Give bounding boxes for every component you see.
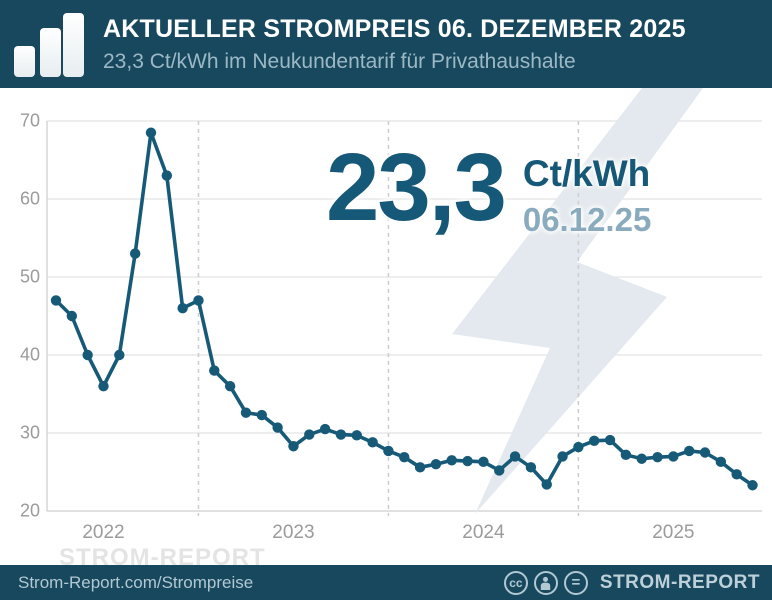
data-point-2023-09[interactable] — [319, 423, 331, 435]
current-price-callout: 23,3 Ct/kWh 06.12.25 — [326, 140, 651, 239]
data-point-2024-06[interactable] — [462, 455, 473, 467]
data-point-2025-06[interactable] — [652, 451, 663, 463]
data-point-2022-07[interactable] — [98, 381, 109, 392]
data-point-2024-01[interactable] — [383, 445, 394, 457]
data-point-2024-11[interactable] — [541, 479, 552, 490]
data-point-2024-02[interactable] — [399, 451, 410, 463]
footer-source-link[interactable]: Strom-Report.com/Strompreise — [18, 572, 254, 592]
data-point-2024-10[interactable] — [525, 462, 537, 473]
data-point-2024-03[interactable] — [414, 462, 426, 473]
data-point-2022-06[interactable] — [82, 349, 93, 361]
data-point-2023-10[interactable] — [335, 429, 347, 440]
current-price-date: 06.12.25 — [522, 200, 652, 238]
data-point-2022-09[interactable] — [129, 248, 141, 259]
data-point-2024-12[interactable] — [557, 451, 568, 462]
data-point-2024-04[interactable] — [430, 459, 442, 470]
data-point-2022-04[interactable] — [50, 295, 62, 306]
footer-brand: STROM-REPORT — [599, 571, 760, 593]
bar-chart-icon-bar — [63, 13, 84, 77]
equal-icon: = — [563, 570, 588, 595]
y-tick-label-30: 30 — [19, 422, 40, 443]
header: AKTUELLER STROMPREIS 06. DEZEMBER 2025 2… — [0, 0, 772, 88]
data-point-2025-01[interactable] — [573, 441, 584, 453]
data-point-2023-07[interactable] — [288, 441, 299, 452]
data-point-2025-09[interactable] — [699, 447, 711, 458]
data-point-2023-11[interactable] — [351, 430, 362, 441]
x-tick-label-2025: 2025 — [652, 522, 695, 543]
data-point-2022-11[interactable] — [161, 170, 173, 181]
data-point-2022-12[interactable] — [177, 303, 188, 314]
y-tick-label-20: 20 — [19, 500, 40, 521]
data-point-2023-04[interactable] — [240, 407, 252, 418]
current-price-unit: Ct/kWh — [522, 153, 651, 194]
page-title: AKTUELLER STROMPREIS 06. DEZEMBER 2025 — [103, 14, 686, 43]
data-point-2023-03[interactable] — [224, 381, 236, 392]
y-tick-label-40: 40 — [19, 344, 40, 365]
data-point-2025-12[interactable] — [747, 480, 758, 491]
bar-chart-icon-bar — [40, 28, 61, 77]
data-point-2023-02[interactable] — [209, 365, 220, 376]
y-tick-label-50: 50 — [19, 266, 40, 287]
data-point-2025-11[interactable] — [731, 469, 742, 480]
data-point-2025-10[interactable] — [715, 456, 727, 468]
bar-chart-icon-bar — [14, 46, 35, 77]
footer: Strom-Report.com/Strompreise cc = STROM-… — [0, 565, 772, 600]
y-tick-label-70: 70 — [19, 110, 40, 131]
watermark-text: STROM-REPORT — [59, 544, 266, 571]
data-point-2023-01[interactable] — [193, 295, 204, 306]
data-point-2025-08[interactable] — [684, 445, 695, 457]
y-tick-label-60: 60 — [19, 188, 40, 209]
data-point-2022-08[interactable] — [114, 349, 125, 361]
x-tick-label-2023: 2023 — [272, 522, 315, 543]
data-point-2024-05[interactable] — [446, 455, 457, 466]
data-point-2025-07[interactable] — [668, 451, 679, 462]
data-point-2024-07[interactable] — [478, 456, 489, 468]
data-point-2025-02[interactable] — [589, 435, 600, 446]
data-point-2025-04[interactable] — [620, 449, 632, 461]
data-point-2023-12[interactable] — [367, 437, 378, 448]
data-point-2022-05[interactable] — [66, 310, 78, 322]
page-subtitle: 23,3 Ct/kWh im Neukundentarif für Privat… — [103, 49, 576, 73]
bar-chart-icon — [14, 11, 86, 77]
lightning-bolt-icon — [452, 88, 703, 514]
x-tick-label-2024: 2024 — [462, 522, 505, 543]
x-tick-label-2022: 2022 — [82, 522, 125, 543]
data-point-2025-03[interactable] — [604, 434, 616, 446]
price-line-chart — [46, 88, 762, 516]
data-point-2023-08[interactable] — [304, 429, 315, 440]
data-point-2023-05[interactable] — [256, 409, 267, 421]
data-point-2022-10[interactable] — [145, 127, 157, 138]
data-point-2025-05[interactable] — [636, 453, 647, 464]
data-point-2024-08[interactable] — [494, 465, 505, 476]
cc-icon: cc — [503, 570, 528, 595]
attribution-person-icon — [533, 570, 558, 595]
current-price-value: 23,3 — [326, 134, 507, 241]
data-point-2024-09[interactable] — [509, 451, 521, 462]
chart-area: STROM-REPORT 20 30 40 50 60 70 2022 2023 2024 20… — [0, 88, 772, 571]
data-point-2023-06[interactable] — [272, 422, 283, 433]
